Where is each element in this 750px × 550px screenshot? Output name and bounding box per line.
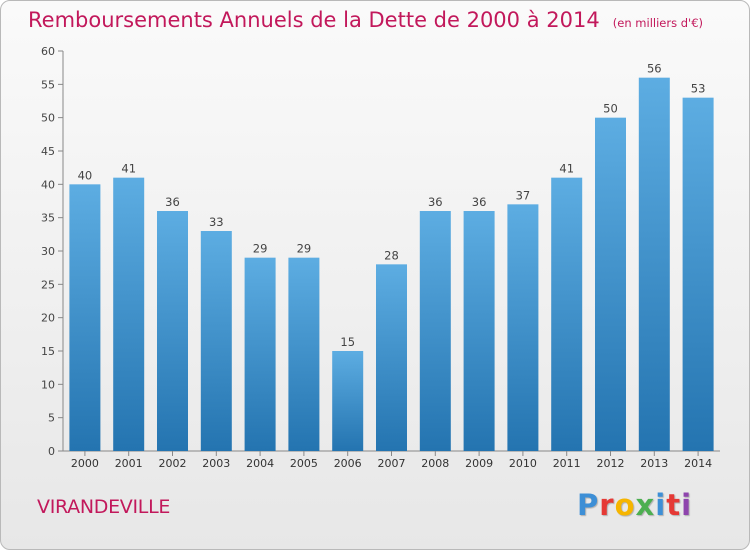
bar-value-label: 56 <box>647 62 662 76</box>
bar-value-label: 28 <box>384 248 399 262</box>
y-tick-label: 20 <box>41 312 55 325</box>
bar <box>463 211 495 451</box>
bar-value-label: 36 <box>428 195 443 209</box>
bar-value-label: 40 <box>78 168 93 182</box>
x-tick-label: 2006 <box>334 457 362 470</box>
bar-value-label: 50 <box>603 102 618 116</box>
x-tick-label: 2004 <box>246 457 274 470</box>
logo-letter: o <box>614 488 636 522</box>
y-tick-label: 35 <box>41 212 55 225</box>
logo-letter: P <box>577 488 600 522</box>
x-tick-label: 2009 <box>465 457 493 470</box>
bar <box>288 257 320 451</box>
y-tick-label: 25 <box>41 278 55 291</box>
bar <box>682 97 714 452</box>
bar-value-label: 29 <box>297 242 312 256</box>
bar <box>595 117 626 452</box>
commune-name: VIRANDEVILLE <box>37 496 171 518</box>
x-tick-label: 2001 <box>115 457 143 470</box>
bar-value-label: 41 <box>121 162 136 176</box>
y-tick-label: 30 <box>41 245 55 258</box>
x-tick-label: 2000 <box>71 457 99 470</box>
y-tick-label: 10 <box>41 378 55 391</box>
x-tick-label: 2002 <box>159 457 187 470</box>
x-tick-label: 2003 <box>202 457 230 470</box>
bar <box>157 211 188 451</box>
bar-value-label: 36 <box>165 195 180 209</box>
logo-letter: i <box>655 488 667 522</box>
bar-value-label: 41 <box>559 162 574 176</box>
x-tick-label: 2008 <box>421 457 449 470</box>
bar <box>244 257 276 451</box>
x-tick-label: 2011 <box>553 457 581 470</box>
bar <box>113 177 145 451</box>
y-tick-label: 45 <box>41 145 55 158</box>
logo-letter: t <box>666 488 682 522</box>
bar <box>638 77 670 452</box>
x-tick-label: 2007 <box>378 457 406 470</box>
title-text: Remboursements Annuels de la Dette de 20… <box>28 8 600 32</box>
bar-value-label: 15 <box>340 335 355 349</box>
chart-title: Remboursements Annuels de la Dette de 20… <box>28 8 703 32</box>
bar-value-label: 36 <box>472 195 487 209</box>
bar <box>69 184 101 452</box>
bar <box>507 204 539 451</box>
bar <box>419 211 451 451</box>
y-tick-label: 60 <box>41 45 55 58</box>
proxiti-logo: Proxiti <box>577 488 692 522</box>
x-tick-label: 2010 <box>509 457 537 470</box>
bar <box>551 177 583 451</box>
unit-text: (en milliers d'€) <box>612 16 703 30</box>
y-tick-label: 15 <box>41 345 55 358</box>
y-tick-label: 50 <box>41 112 55 125</box>
bar-value-label: 37 <box>516 188 531 202</box>
bar <box>200 231 232 451</box>
bar-value-label: 53 <box>691 82 706 96</box>
x-tick-label: 2013 <box>640 457 668 470</box>
x-tick-label: 2012 <box>597 457 625 470</box>
logo-letter: i <box>681 488 693 522</box>
logo-letter: x <box>635 488 656 522</box>
bar-value-label: 33 <box>209 215 224 229</box>
x-tick-label: 2014 <box>684 457 712 470</box>
bar <box>332 351 364 451</box>
y-tick-label: 55 <box>41 78 55 91</box>
y-tick-label: 0 <box>48 445 55 458</box>
x-tick-label: 2005 <box>290 457 318 470</box>
y-tick-label: 40 <box>41 178 55 191</box>
logo-letter: r <box>599 488 615 522</box>
bar-value-label: 29 <box>253 242 268 256</box>
y-tick-label: 5 <box>48 412 55 425</box>
bar <box>376 264 407 451</box>
